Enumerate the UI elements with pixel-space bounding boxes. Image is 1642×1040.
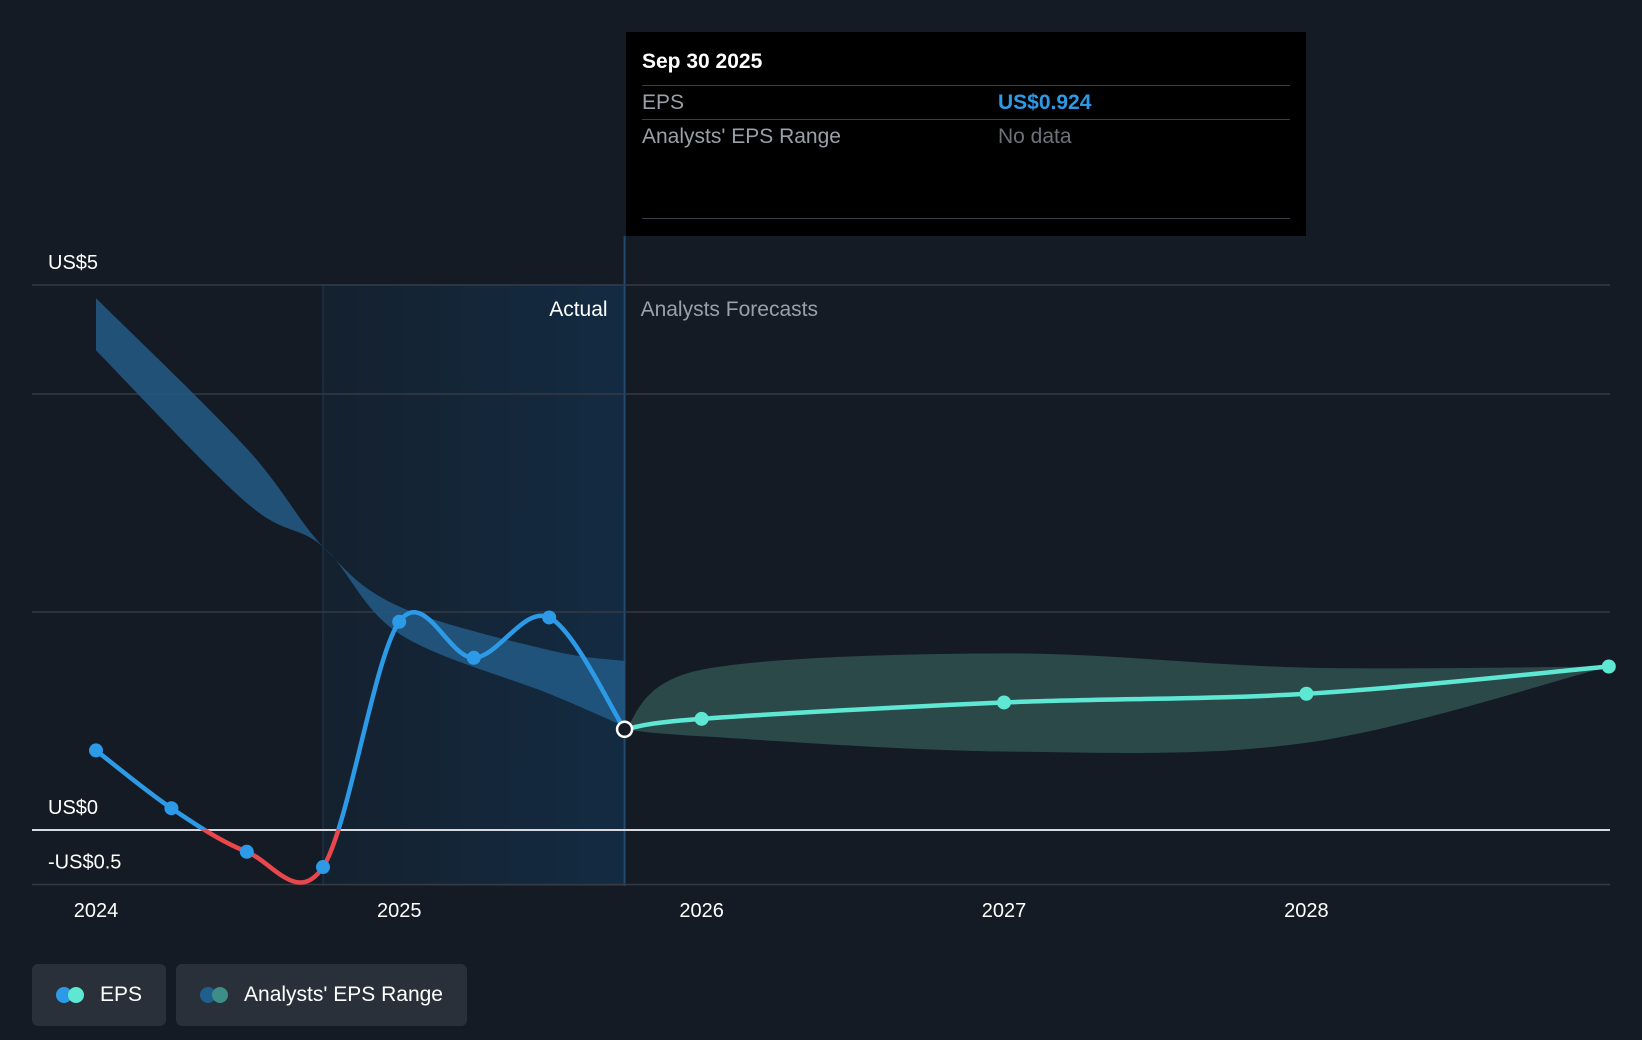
chart-legend: EPS Analysts' EPS Range bbox=[32, 964, 467, 1026]
x-tick-label: 2025 bbox=[377, 900, 422, 922]
tooltip-divider bbox=[642, 218, 1290, 219]
eps-range-band-past bbox=[96, 298, 625, 727]
y-tick-label: -US$0.5 bbox=[48, 852, 121, 874]
eps-forecast-point bbox=[694, 711, 709, 726]
tooltip-eps-row: EPS US$0.924 bbox=[642, 85, 1290, 119]
tooltip-range-label: Analysts' EPS Range bbox=[642, 124, 841, 148]
eps-forecast-point bbox=[1601, 659, 1616, 674]
eps-actual-line bbox=[94, 610, 627, 830]
tooltip-eps-value: US$0.924 bbox=[998, 90, 1092, 114]
legend-item-eps-range[interactable]: Analysts' EPS Range bbox=[176, 964, 467, 1026]
hover-tooltip: Sep 30 2025 EPS US$0.924 Analysts' EPS R… bbox=[626, 32, 1306, 236]
legend-item-eps[interactable]: EPS bbox=[32, 964, 167, 1026]
tooltip-range-value: No data bbox=[998, 124, 1072, 148]
legend-label-eps: EPS bbox=[100, 983, 143, 1006]
eps-actual-point bbox=[542, 610, 557, 625]
eps-actual-point bbox=[316, 860, 331, 875]
x-tick-label: 2026 bbox=[679, 900, 724, 922]
eps-range-band-forecast bbox=[624, 653, 1609, 754]
eps-legend-icon bbox=[56, 987, 86, 1003]
y-tick-label: US$0 bbox=[48, 797, 98, 819]
legend-label-eps-range: Analysts' EPS Range bbox=[244, 983, 443, 1006]
eps-actual-point bbox=[164, 801, 179, 816]
forecast-region-label: Analysts Forecasts bbox=[641, 298, 818, 321]
eps-highlighted-point bbox=[615, 720, 634, 739]
y-tick-label: US$5 bbox=[48, 252, 98, 274]
tooltip-eps-label: EPS bbox=[642, 90, 685, 114]
eps-forecast-point bbox=[1299, 686, 1314, 701]
tooltip-date: Sep 30 2025 bbox=[642, 50, 763, 73]
eps-forecast-point bbox=[997, 695, 1012, 710]
x-tick-label: 2027 bbox=[982, 900, 1027, 922]
tooltip-range-row: Analysts' EPS Range No data bbox=[642, 119, 1290, 153]
eps-actual-point bbox=[466, 650, 481, 665]
x-tick-label: 2024 bbox=[74, 900, 119, 922]
eps-actual-point bbox=[89, 743, 103, 758]
actual-region-shade bbox=[323, 284, 625, 886]
eps-actual-point bbox=[392, 614, 407, 629]
eps-actual-point bbox=[239, 844, 254, 859]
eps-range-legend-icon bbox=[200, 987, 230, 1003]
x-tick-label: 2028 bbox=[1284, 900, 1329, 922]
actual-region-label: Actual bbox=[549, 298, 607, 321]
